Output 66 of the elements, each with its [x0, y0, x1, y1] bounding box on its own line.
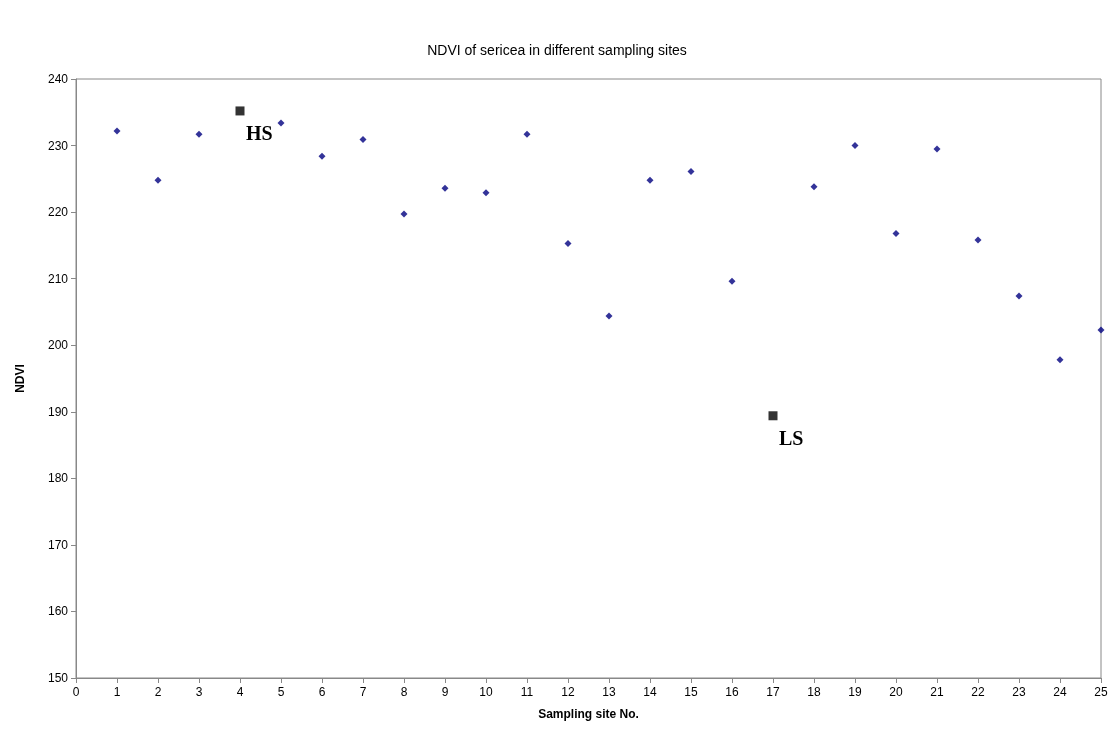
point: [605, 312, 613, 320]
point: [1097, 326, 1105, 334]
x-tick-label: 0: [72, 685, 80, 699]
y-axis-title: NDVI: [13, 364, 27, 393]
y-tick-label: 180: [47, 471, 69, 486]
point: [235, 106, 245, 116]
x-tick-label: 2: [154, 685, 162, 699]
point: [359, 136, 367, 144]
y-tick-label: 150: [47, 671, 69, 685]
annotation: LS: [779, 426, 804, 449]
x-tick-label: 21: [930, 685, 944, 699]
point: [687, 168, 695, 176]
x-tick-label: 17: [766, 685, 780, 699]
x-tick-label: 25: [1094, 685, 1108, 699]
x-tick-label: 5: [277, 685, 285, 699]
point: [195, 130, 203, 138]
point: [482, 189, 490, 197]
point: [1015, 292, 1023, 300]
y-tick-label: 220: [47, 205, 69, 220]
point: [892, 229, 900, 237]
point: [646, 176, 654, 184]
y-tick-label: 200: [47, 338, 69, 353]
point: [154, 176, 162, 184]
x-tick-label: 4: [236, 685, 244, 699]
x-tick-label: 24: [1053, 685, 1067, 699]
y-tick-label: 240: [47, 72, 69, 86]
x-tick-label: 3: [195, 685, 203, 699]
x-tick-label: 13: [602, 685, 616, 699]
x-tick-label: 8: [400, 685, 408, 699]
point: [277, 119, 285, 127]
y-tick-label: 170: [47, 537, 69, 552]
point: [523, 130, 531, 138]
x-tick-label: 18: [807, 685, 821, 699]
y-tick-label: 210: [47, 271, 69, 286]
x-axis-title: Sampling site No.: [538, 707, 639, 721]
x-tick-label: 15: [684, 685, 698, 699]
x-tick-label: 6: [318, 685, 326, 699]
point: [400, 210, 408, 218]
x-tick-label: 12: [561, 685, 575, 699]
y-tick-label: 190: [47, 404, 69, 419]
x-tick-label: 14: [643, 685, 657, 699]
point: [810, 183, 818, 191]
x-tick-label: 22: [971, 685, 985, 699]
y-tick-label: 230: [47, 138, 69, 153]
annotation: HS: [246, 121, 273, 144]
point: [441, 184, 449, 192]
y-tick-label: 160: [47, 604, 69, 619]
x-tick-label: 23: [1012, 685, 1026, 699]
x-tick-label: 11: [520, 685, 534, 699]
point: [113, 127, 121, 135]
x-tick-label: 7: [359, 685, 367, 699]
x-tick-label: 19: [848, 685, 862, 699]
point: [318, 152, 326, 160]
x-tick-label: 16: [725, 685, 739, 699]
point: [1056, 356, 1064, 364]
point: [768, 411, 778, 421]
point: [933, 145, 941, 153]
chart-title: NDVI of sericea in different sampling sites: [427, 42, 687, 58]
x-tick-label: 1: [113, 685, 121, 699]
x-tick-label: 9: [441, 685, 449, 699]
point: [974, 236, 982, 244]
x-tick-label: 10: [479, 685, 493, 699]
point: [728, 277, 736, 285]
x-tick-label: 20: [889, 685, 903, 699]
point: [851, 142, 859, 150]
point: [564, 239, 572, 247]
